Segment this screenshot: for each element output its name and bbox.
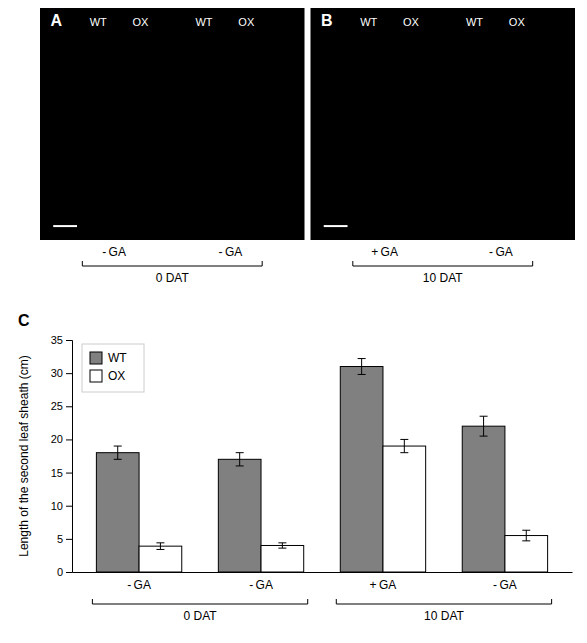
error-bar [358,359,366,375]
tick-label: 5 [57,533,63,545]
panel-label: B [321,12,333,29]
error-bar [278,543,286,548]
plot-area [96,359,547,572]
tick-mark [66,340,72,341]
tick: - GA [127,578,151,592]
bar [218,459,261,572]
tick-label: - GA [493,578,517,592]
photo-group-label: + GA [371,245,398,259]
photo-sub-label: OX [238,16,255,28]
bracket [92,599,307,604]
bar [96,453,139,572]
tick-mark [66,406,72,407]
tick-label: 25 [51,400,63,412]
panel-label: A [51,12,63,29]
tick: - GA [249,578,273,592]
photo-panel-group: A WT OX WT OX - GA - GA 0 DAT [40,8,305,285]
tick: + GA [370,578,397,592]
photo-panel [311,8,576,240]
photo-sub-label: OX [509,16,526,28]
tick-mark [66,439,72,440]
figure: A WT OX WT OX - GA - GA 0 DAT B WT OX WT OX + GA - GA 1… [0,0,587,643]
legend-swatch [90,352,102,364]
tick: 30 [51,367,72,379]
tick: 5 [57,533,72,545]
tick-mark [66,506,72,507]
photo-panel-group: B WT OX WT OX + GA - GA 10 DAT [311,8,576,285]
error-bar [400,439,408,452]
error-bar [156,543,164,550]
tick-label: 35 [51,334,63,346]
legend-entry: OX [108,369,125,383]
legend-frame [82,344,144,392]
tick-label: 20 [51,433,63,445]
tick-label: - GA [249,578,273,592]
photo-group-label: - GA [102,245,126,259]
y-axis-title: Length of the second leaf sheath (cm) [17,355,31,556]
photo-sub-label: OX [403,16,420,28]
error-bar [236,453,244,466]
legend-swatch [90,370,102,382]
bar [383,446,426,572]
bar [261,545,304,572]
tick-label: 15 [51,467,63,479]
axis-line [73,572,573,573]
bar [462,426,505,572]
photo-sub-label: OX [133,16,150,28]
tick: 20 [51,433,72,445]
photo-panel [40,8,305,240]
tick: 15 [51,467,72,479]
tick: 35 [51,334,72,346]
panel-label: C [18,312,30,329]
tick-mark [66,373,72,374]
bar-series [96,359,505,572]
tick: 25 [51,400,72,412]
tick-mark [66,473,72,474]
bracket [336,599,551,604]
y-axis: 0 5 10 15 20 25 30 35 [51,334,73,578]
bar-series [139,439,548,572]
tick-label: 30 [51,367,63,379]
bracket [353,261,533,266]
scale-bar [53,225,77,227]
tick: 10 [51,500,72,512]
bar [340,367,383,572]
photo-sub-label: WT [466,16,483,28]
timepoint-label: 0 DAT [183,609,217,623]
photo-sub-label: WT [360,16,377,28]
axis-line [66,341,73,573]
tick-label: 10 [51,500,63,512]
tick-mark [66,539,72,540]
tick-label: + GA [370,578,397,592]
tick-mark [66,572,72,573]
error-bar [114,446,122,459]
error-bar [480,416,488,436]
tick: - GA [493,578,517,592]
tick-label: 0 [57,566,63,578]
photo-sub-label: WT [195,16,212,28]
scale-bar [324,225,348,227]
timepoint-label: 10 DAT [424,609,464,623]
error-bar [522,530,530,541]
tick-label: - GA [127,578,151,592]
bar [139,546,182,572]
tick: 0 [57,566,72,578]
timepoint-label: 10 DAT [423,271,463,285]
x-axis: - GA - GA + GA - GA [73,573,573,592]
legend: WT OX [82,344,144,392]
photo-group-label: - GA [489,245,513,259]
legend-entry: WT [108,351,127,365]
bracket [82,261,262,266]
photo-sub-label: WT [90,16,107,28]
photo-group-label: - GA [219,245,243,259]
timepoint-label: 0 DAT [156,271,190,285]
